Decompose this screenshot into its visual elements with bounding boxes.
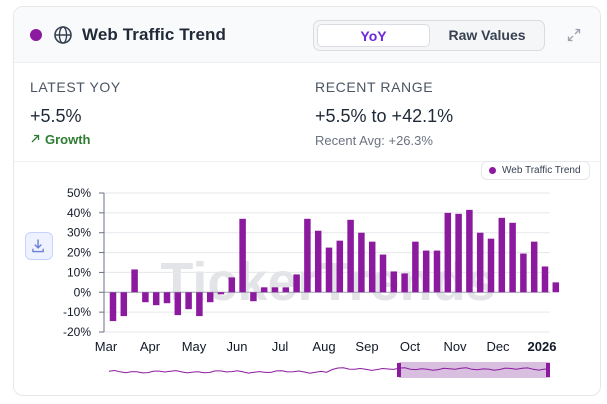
x-axis: Mar Apr May Jun Jul Aug Sep Oct Nov Dec 2026 [95, 339, 557, 354]
bar[interactable] [206, 292, 214, 303]
bar[interactable] [390, 271, 398, 293]
bar[interactable] [152, 292, 160, 306]
bar[interactable] [530, 241, 538, 293]
legend-swatch [489, 167, 496, 174]
latest-yoy-label: LATEST YOY [30, 79, 121, 95]
x-tick-label: Sep [355, 339, 378, 354]
bar[interactable] [368, 241, 376, 293]
y-tick-label: 30% [67, 226, 91, 240]
bar[interactable] [336, 240, 344, 293]
bar[interactable] [142, 292, 149, 303]
y-tick-label: 50% [67, 186, 91, 200]
bar[interactable] [401, 273, 408, 293]
bar[interactable] [498, 217, 506, 293]
bar[interactable] [271, 287, 279, 293]
globe-icon [54, 26, 72, 44]
chart-card: Web Traffic Trend YoY Raw Values LATEST … [13, 6, 601, 396]
bar[interactable] [185, 292, 192, 310]
x-tick-label: Apr [140, 339, 161, 354]
bar[interactable] [358, 232, 365, 293]
download-button[interactable] [25, 232, 53, 260]
bar[interactable] [509, 222, 516, 293]
yoy-toggle-button[interactable]: YoY [317, 24, 430, 47]
bar[interactable] [314, 230, 322, 293]
bar[interactable] [552, 282, 560, 293]
bar[interactable] [228, 277, 236, 293]
raw-values-toggle-button[interactable]: Raw Values [448, 27, 526, 43]
x-tick-label: Jun [227, 339, 248, 354]
bar[interactable] [239, 218, 246, 293]
y-tick-label: -10% [63, 305, 91, 319]
recent-avg-text: Recent Avg: +26.3% [315, 133, 433, 148]
y-tick-label: -20% [63, 325, 91, 339]
chart-title: Web Traffic Trend [82, 25, 227, 44]
x-tick-label: Oct [400, 339, 421, 354]
bar[interactable] [347, 219, 354, 293]
bar[interactable] [250, 292, 257, 302]
arrow-up-right-icon [31, 134, 40, 143]
x-tick-label: Jul [272, 339, 289, 354]
bar[interactable] [466, 209, 473, 293]
y-tick-label: 10% [67, 265, 91, 279]
chart-legend[interactable]: Web Traffic Trend [481, 161, 590, 180]
bar[interactable] [325, 247, 333, 293]
x-tick-label: Nov [443, 339, 467, 354]
bar[interactable] [217, 292, 225, 295]
y-tick-label: 40% [67, 206, 91, 220]
recent-range-label: RECENT RANGE [315, 79, 434, 95]
series-color-dot [30, 29, 42, 41]
bar[interactable] [422, 250, 430, 293]
x-tick-label: Aug [312, 339, 335, 354]
card-header: Web Traffic Trend YoY Raw Values [14, 7, 600, 63]
bar[interactable] [412, 241, 419, 293]
bar[interactable] [293, 274, 300, 293]
x-tick-label: Dec [486, 339, 510, 354]
trend-label: Growth [45, 132, 91, 147]
section-divider [14, 161, 600, 162]
expand-icon[interactable] [567, 28, 581, 42]
legend-label: Web Traffic Trend [502, 165, 581, 176]
x-tick-label: Mar [95, 339, 118, 354]
scrubber-sparkline [108, 367, 551, 374]
recent-range-value: +5.5% to +42.1% [315, 106, 454, 126]
bar-chart: TickerTrends -20%-10%0%10%20%30%40%50% M… [63, 186, 560, 378]
bar[interactable] [541, 266, 549, 293]
bar[interactable] [455, 213, 462, 293]
bar[interactable] [476, 232, 484, 293]
latest-yoy-value: +5.5% [30, 106, 82, 126]
bar[interactable] [379, 254, 387, 293]
x-tick-label: 2026 [528, 339, 557, 354]
bar[interactable] [304, 218, 311, 293]
bar[interactable] [163, 292, 171, 304]
view-toggle: YoY Raw Values [313, 20, 545, 51]
download-icon [32, 239, 44, 253]
bar[interactable] [282, 287, 290, 293]
bar[interactable] [109, 292, 117, 322]
bar[interactable] [433, 250, 441, 293]
bar[interactable] [520, 253, 527, 293]
bar[interactable] [120, 292, 128, 317]
bar[interactable] [174, 292, 182, 316]
range-scrubber[interactable] [108, 362, 551, 378]
bar[interactable] [444, 212, 452, 293]
bar[interactable] [260, 287, 268, 293]
y-tick-label: 0% [74, 285, 92, 299]
y-axis: -20% -10% 0% 10% 20% 30% 40% 50% [63, 186, 105, 339]
bars [109, 209, 560, 322]
scrubber-right-handle[interactable] [546, 363, 550, 377]
scrubber-left-handle[interactable] [397, 363, 401, 377]
x-tick-label: May [182, 339, 207, 354]
bar[interactable] [131, 269, 138, 293]
y-tick-label: 20% [67, 246, 91, 260]
bar[interactable] [487, 238, 495, 293]
bar[interactable] [196, 292, 203, 317]
